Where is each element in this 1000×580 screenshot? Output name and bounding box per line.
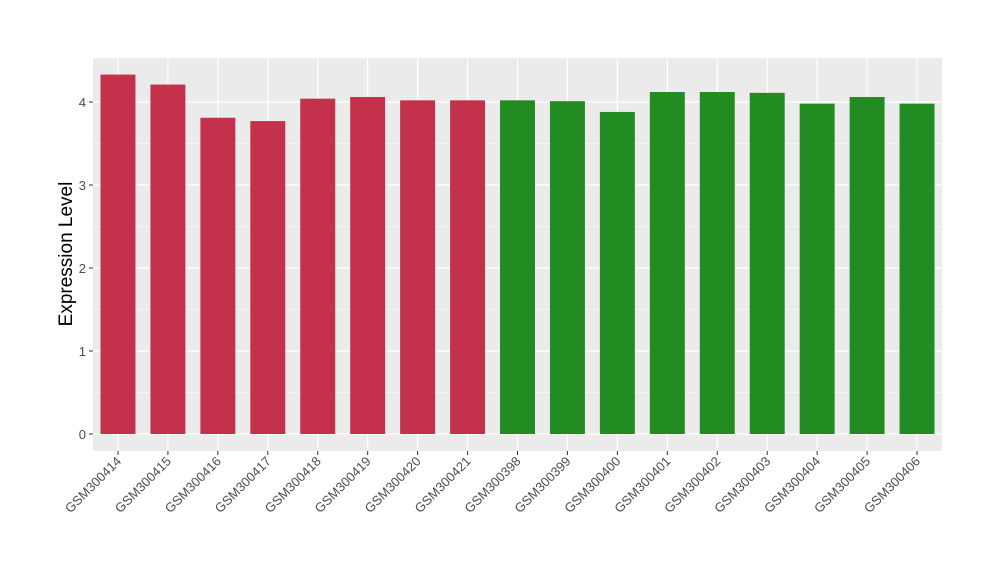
bar-GSM300421	[450, 100, 486, 434]
y-tick-label: 0	[79, 427, 86, 442]
y-axis-label: Expression Level	[56, 182, 77, 327]
y-tick-label: 1	[79, 344, 86, 359]
y-tick-label: 4	[79, 95, 86, 110]
bar-GSM300403	[749, 92, 785, 435]
bar-GSM300419	[350, 97, 386, 435]
bar-GSM300418	[300, 98, 336, 435]
bar-GSM300414	[100, 74, 136, 435]
bar-GSM300399	[549, 101, 585, 435]
bar-GSM300406	[899, 103, 935, 434]
bar-GSM300400	[599, 111, 635, 435]
y-tick-label: 3	[79, 178, 86, 193]
y-tick-label: 2	[79, 261, 86, 276]
bar-GSM300417	[250, 121, 286, 434]
bar-GSM300420	[400, 100, 436, 434]
bar-GSM300415	[150, 84, 186, 434]
bar-GSM300416	[200, 117, 236, 435]
bar-GSM300405	[849, 97, 885, 435]
bar-GSM300404	[799, 103, 835, 434]
bar-GSM300402	[699, 92, 735, 434]
bar-GSM300401	[649, 92, 685, 434]
bar-GSM300398	[500, 100, 535, 434]
